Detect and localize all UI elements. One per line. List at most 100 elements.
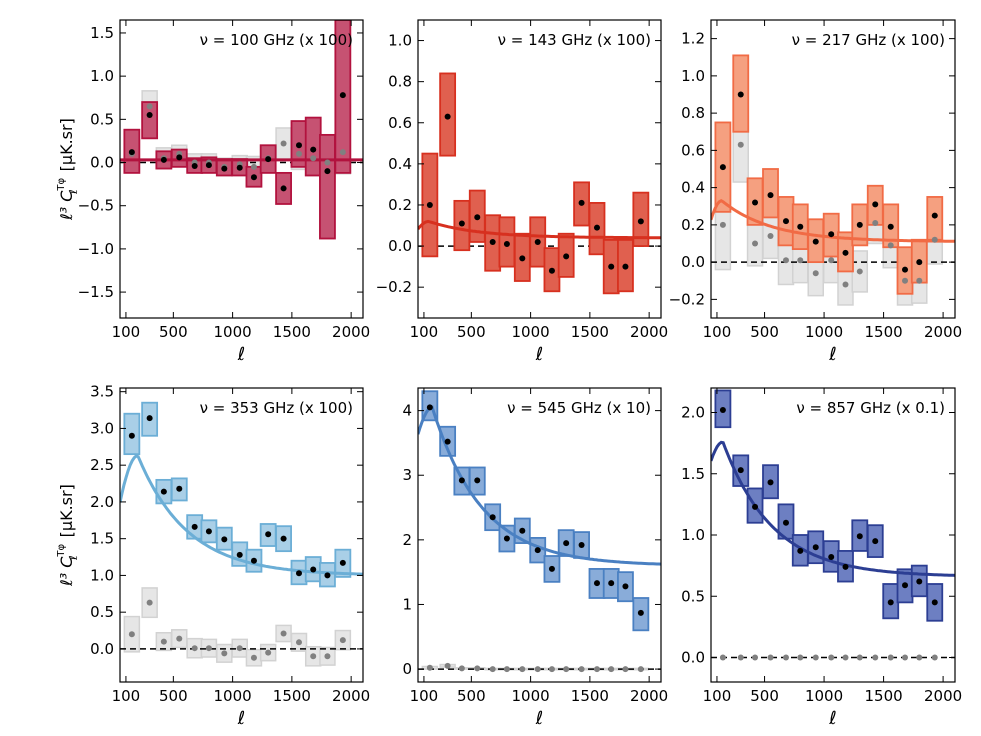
y-tick-label: 0.4 [388, 155, 412, 173]
y-tick-label: 1.0 [90, 67, 114, 85]
null-test-point [752, 240, 759, 247]
null-test-point [280, 140, 287, 147]
x-tick-label: 500 [457, 687, 486, 705]
x-tick-label: 100 [703, 323, 732, 341]
x-tick-label: 1000 [214, 323, 252, 341]
data-point [489, 514, 496, 521]
data-point [280, 535, 287, 542]
panel-annotation: ν = 217 GHz (x 100) [792, 31, 945, 49]
model-curve [711, 440, 955, 577]
data-point [474, 477, 481, 484]
null-test-point [608, 666, 615, 673]
y-label-unit: [μK.sr] [57, 118, 76, 171]
y-label-sup: Tφ [56, 543, 67, 557]
data-point [534, 547, 541, 554]
data-point [548, 565, 555, 572]
x-tick-label: 1500 [864, 323, 902, 341]
plot-area [418, 390, 661, 673]
data-point [872, 538, 879, 545]
data-point [828, 554, 835, 561]
data-point [916, 578, 923, 585]
y-tick-label: 0.2 [388, 196, 412, 214]
x-tick-label: 1500 [864, 687, 902, 705]
data-point [593, 224, 600, 231]
data-point [737, 467, 744, 474]
null-test-point [719, 221, 726, 228]
null-test-point [250, 163, 257, 170]
data-point [902, 582, 909, 589]
data-point [637, 218, 644, 225]
model-curve [418, 219, 661, 240]
data-box [319, 133, 336, 240]
null-test-point [622, 666, 629, 673]
data-point [578, 542, 585, 549]
data-point [265, 531, 272, 538]
x-axis-label: ℓ [535, 708, 543, 729]
data-point [280, 185, 287, 192]
y-tick-label: 0.8 [388, 73, 412, 91]
data-point [887, 599, 894, 606]
y-tick-label: 3.5 [90, 383, 114, 401]
data-point [426, 404, 433, 411]
y-tick-label: 0.0 [90, 640, 114, 658]
x-tick-label: 500 [159, 687, 188, 705]
plot-frame [710, 387, 956, 683]
y-tick-label: −0.2 [376, 278, 412, 296]
y-tick-label: 1.0 [90, 566, 114, 584]
null-test-point [767, 233, 774, 240]
null-test-point [250, 654, 257, 661]
plot-area [711, 389, 955, 661]
data-point [191, 162, 198, 169]
data-point [339, 559, 346, 566]
x-axis-label: ℓ [828, 708, 836, 729]
y-label-sup: Tφ [56, 177, 67, 191]
model-curve [120, 454, 363, 576]
null-test-point [128, 631, 135, 638]
data-point [752, 199, 759, 206]
y-label-sub: ℓ [67, 555, 80, 561]
x-axis-label: ℓ [828, 344, 836, 365]
model-curve [418, 405, 661, 566]
data-point [719, 164, 726, 171]
y-tick-label: 1 [402, 595, 412, 613]
data-point [719, 407, 726, 414]
data-point [236, 551, 243, 558]
null-test-point [458, 665, 465, 672]
data-point [250, 174, 257, 181]
data-point [310, 146, 317, 153]
null-test-point [916, 277, 923, 284]
data-point [812, 238, 819, 245]
panel-6: 100 500 1000 1500 2000 0.0 0.5 1.0 1.5 2.0 ν = 857… [681, 387, 962, 729]
panel-annotation: ν = 545 GHz (x 10) [507, 399, 651, 417]
null-test-point [752, 654, 759, 661]
x-tick-label: 100 [112, 323, 141, 341]
plot-area [418, 72, 661, 295]
panel-3: 100 500 1000 1500 2000 −0.2 0.0 0.2 0.4 0.6 0.8 1.0… [669, 19, 962, 365]
y-tick-label: 1.5 [90, 24, 114, 42]
data-point [503, 535, 510, 542]
panel-5: 100 500 1000 1500 2000 0 1 2 3 4 ν = 545 GHz (x 10… [402, 387, 668, 729]
null-test-point [519, 666, 526, 673]
null-test-point [767, 654, 774, 661]
null-test-point [563, 666, 570, 673]
x-axis-label: ℓ [237, 344, 245, 365]
y-tick-label: 1.0 [681, 526, 705, 544]
null-test-point [205, 645, 212, 652]
data-point [160, 156, 167, 163]
null-test-point [534, 666, 541, 673]
null-test-point [489, 666, 496, 673]
null-test-point [719, 654, 726, 661]
y-tick-label: 4 [402, 402, 412, 420]
null-test-point [444, 662, 451, 669]
null-test-point [797, 654, 804, 661]
data-point [146, 112, 153, 119]
x-tick-label: 1000 [512, 687, 550, 705]
y-tick-label: 2 [402, 531, 412, 549]
model-curve [711, 198, 955, 243]
y-tick-label: 0.0 [388, 237, 412, 255]
null-test-point [872, 654, 879, 661]
y-tick-label: 0.0 [90, 154, 114, 172]
plot-area [120, 401, 363, 667]
x-tick-label: 2000 [332, 323, 370, 341]
data-point [426, 201, 433, 208]
